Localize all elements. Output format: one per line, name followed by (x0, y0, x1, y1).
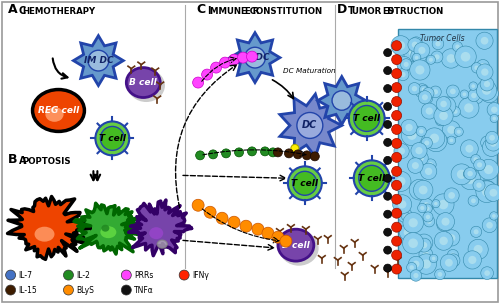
Circle shape (427, 219, 432, 224)
Circle shape (426, 215, 430, 219)
Circle shape (246, 51, 258, 62)
Circle shape (415, 52, 422, 59)
Circle shape (486, 136, 500, 151)
Ellipse shape (126, 68, 160, 98)
Circle shape (392, 41, 402, 51)
Circle shape (462, 92, 466, 96)
Circle shape (403, 212, 423, 233)
Circle shape (454, 51, 467, 64)
Polygon shape (128, 200, 191, 256)
Circle shape (487, 102, 500, 117)
Circle shape (384, 67, 392, 75)
Circle shape (310, 152, 320, 161)
Circle shape (464, 168, 476, 180)
Circle shape (426, 207, 430, 211)
Circle shape (476, 182, 482, 188)
Circle shape (476, 182, 488, 195)
Circle shape (476, 64, 493, 80)
Circle shape (400, 72, 406, 77)
Circle shape (472, 84, 475, 88)
Circle shape (394, 144, 409, 159)
Circle shape (484, 81, 490, 87)
Circle shape (248, 147, 256, 156)
Circle shape (450, 88, 456, 94)
Circle shape (414, 180, 433, 200)
Text: IL-15: IL-15 (18, 285, 38, 295)
Circle shape (414, 40, 419, 46)
Circle shape (272, 231, 284, 243)
Circle shape (415, 84, 429, 98)
Circle shape (460, 90, 468, 98)
Circle shape (477, 162, 482, 168)
Text: IL-7: IL-7 (18, 271, 32, 280)
Circle shape (419, 248, 433, 261)
PathPatch shape (280, 94, 342, 157)
Text: T cell: T cell (358, 174, 385, 183)
Circle shape (402, 212, 410, 221)
Circle shape (464, 103, 473, 112)
Ellipse shape (279, 231, 318, 266)
Ellipse shape (150, 227, 163, 239)
Circle shape (384, 246, 392, 254)
Circle shape (448, 249, 458, 261)
Circle shape (414, 273, 418, 278)
Circle shape (434, 106, 453, 125)
Circle shape (96, 122, 130, 155)
Circle shape (425, 168, 432, 175)
Circle shape (490, 114, 498, 123)
Circle shape (453, 109, 458, 114)
Circle shape (240, 220, 252, 232)
Circle shape (484, 184, 500, 201)
Circle shape (416, 254, 436, 274)
PathPatch shape (74, 36, 124, 85)
Polygon shape (74, 203, 142, 254)
Circle shape (476, 32, 493, 49)
Circle shape (416, 234, 433, 251)
Circle shape (480, 63, 486, 69)
Circle shape (100, 126, 124, 150)
Circle shape (404, 62, 408, 67)
Circle shape (474, 65, 479, 70)
Circle shape (455, 45, 460, 49)
Circle shape (434, 231, 453, 250)
Circle shape (436, 116, 446, 126)
Circle shape (440, 101, 447, 107)
Circle shape (484, 140, 490, 146)
Text: A: A (18, 156, 26, 166)
Circle shape (420, 85, 428, 94)
Circle shape (408, 238, 418, 248)
Circle shape (432, 257, 436, 260)
Circle shape (446, 254, 460, 267)
Ellipse shape (128, 69, 165, 102)
Circle shape (414, 42, 430, 58)
Circle shape (448, 192, 455, 199)
Text: B cell: B cell (282, 241, 310, 250)
Circle shape (432, 200, 440, 208)
Circle shape (444, 230, 460, 246)
Circle shape (451, 164, 472, 185)
Circle shape (392, 55, 402, 65)
Circle shape (398, 200, 406, 208)
Circle shape (64, 270, 74, 280)
Circle shape (284, 149, 294, 158)
Circle shape (474, 245, 482, 254)
Circle shape (492, 214, 496, 218)
Circle shape (392, 82, 402, 92)
Circle shape (468, 89, 480, 102)
Circle shape (486, 131, 498, 144)
Text: B: B (8, 153, 17, 166)
Circle shape (438, 97, 456, 115)
Text: IL-2: IL-2 (76, 271, 90, 280)
Text: BLyS: BLyS (76, 285, 94, 295)
Circle shape (440, 221, 446, 228)
Text: A: A (8, 3, 17, 16)
Circle shape (412, 86, 417, 92)
Circle shape (422, 88, 426, 91)
Circle shape (416, 126, 426, 136)
Circle shape (424, 96, 430, 101)
Circle shape (412, 261, 420, 268)
Circle shape (409, 179, 430, 200)
Circle shape (474, 229, 478, 234)
Circle shape (480, 77, 494, 91)
